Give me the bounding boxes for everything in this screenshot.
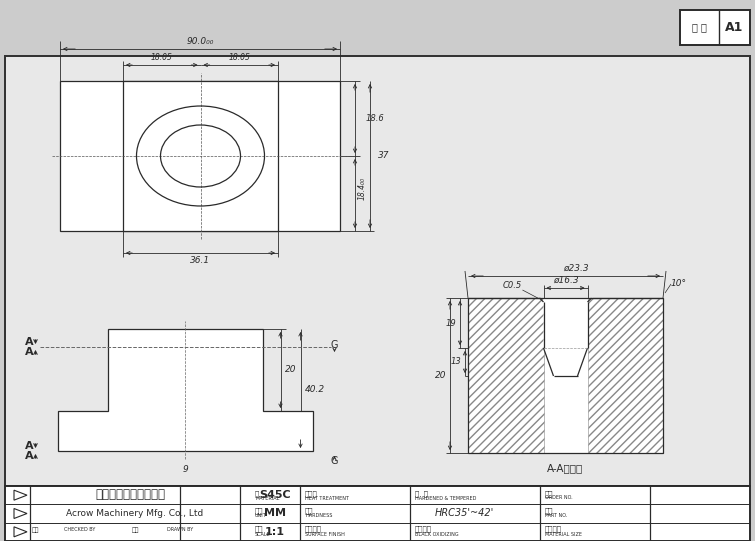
Text: A: A	[25, 347, 34, 357]
Text: 調  質: 調 質	[415, 490, 428, 497]
Text: 熱處理: 熱處理	[305, 490, 318, 497]
Text: 圖式: 圖式	[545, 490, 553, 497]
Polygon shape	[14, 527, 27, 537]
Text: 37: 37	[378, 151, 390, 161]
Text: 9: 9	[182, 465, 188, 474]
Text: 1:1: 1:1	[265, 527, 285, 537]
Bar	[5, 56, 750, 486]
Text: 90.0₀₀: 90.0₀₀	[186, 37, 214, 46]
Text: 10°: 10°	[671, 280, 687, 288]
Text: C0.5: C0.5	[502, 281, 522, 290]
Text: 品名: 品名	[545, 507, 553, 514]
Bar	[5, 486, 750, 541]
Text: HRC35'~42': HRC35'~42'	[435, 509, 495, 518]
Text: DRAWN BY: DRAWN BY	[167, 527, 193, 532]
Polygon shape	[57, 329, 313, 451]
Polygon shape	[544, 298, 587, 376]
Bar	[587, 298, 663, 453]
Text: 版 別: 版 別	[692, 23, 707, 32]
Bar	[5, 56, 750, 486]
Bar	[468, 298, 544, 453]
Text: HEAT TREATMENT: HEAT TREATMENT	[305, 496, 349, 501]
Text: SURFACE FINISH: SURFACE FINISH	[305, 532, 345, 537]
Text: BLACK OXIDIZING: BLACK OXIDIZING	[415, 532, 458, 537]
Text: 單位: 單位	[255, 507, 263, 514]
Text: 18.05: 18.05	[228, 53, 250, 62]
Text: S45C: S45C	[259, 490, 291, 500]
Text: 材料尺寸: 材料尺寸	[545, 526, 562, 532]
Text: 18.4₀₀: 18.4₀₀	[358, 177, 367, 200]
Text: 丸榮機械股份有限公司: 丸榮機械股份有限公司	[95, 487, 165, 500]
Text: UNIT: UNIT	[255, 513, 267, 518]
Text: PART NO.: PART NO.	[545, 513, 567, 518]
Bar	[123, 81, 278, 231]
Text: HARDNESS: HARDNESS	[305, 513, 332, 518]
Text: 36.1: 36.1	[190, 256, 211, 265]
Text: 19: 19	[445, 319, 456, 327]
Text: A: A	[25, 451, 34, 461]
Text: MM: MM	[264, 509, 286, 518]
Text: 硬度: 硬度	[305, 507, 313, 514]
Bar	[468, 298, 663, 453]
Bar	[468, 298, 663, 453]
Bar	[60, 81, 340, 231]
Text: 20: 20	[285, 366, 296, 374]
Text: A-A剖視圖: A-A剖視圖	[547, 463, 584, 473]
Text: 13: 13	[450, 358, 461, 366]
Text: 表面處理: 表面處理	[305, 526, 322, 532]
Text: A1: A1	[725, 21, 744, 34]
Text: SCALE: SCALE	[255, 532, 271, 537]
Text: 40.2: 40.2	[304, 386, 325, 394]
Polygon shape	[14, 509, 27, 518]
Text: Acrow Machinery Mfg. Co., Ltd: Acrow Machinery Mfg. Co., Ltd	[66, 509, 204, 518]
Text: ø16.3: ø16.3	[553, 276, 578, 285]
Text: MATERIAL: MATERIAL	[255, 496, 279, 501]
Text: 模: 模	[255, 490, 259, 497]
Text: MATERIAL SIZE: MATERIAL SIZE	[545, 532, 582, 537]
Text: 18.6: 18.6	[366, 114, 385, 123]
Text: 比例: 比例	[255, 526, 263, 532]
Text: HARDENED & TEMPERED: HARDENED & TEMPERED	[415, 496, 476, 501]
Bar	[680, 10, 750, 45]
Text: CHECKED BY: CHECKED BY	[64, 527, 96, 532]
Text: 繪圖: 繪圖	[131, 527, 139, 533]
Text: 18.05: 18.05	[151, 53, 173, 62]
Polygon shape	[14, 490, 27, 500]
Text: A: A	[25, 337, 34, 347]
Text: A: A	[25, 441, 34, 451]
Text: ø23.3: ø23.3	[562, 264, 588, 273]
Text: 表面處理: 表面處理	[415, 526, 432, 532]
Text: G: G	[331, 340, 338, 350]
Text: 審校: 審校	[31, 527, 39, 533]
Text: ORDER NO.: ORDER NO.	[545, 495, 572, 500]
Text: G: G	[331, 456, 338, 466]
Text: 20: 20	[434, 371, 446, 380]
